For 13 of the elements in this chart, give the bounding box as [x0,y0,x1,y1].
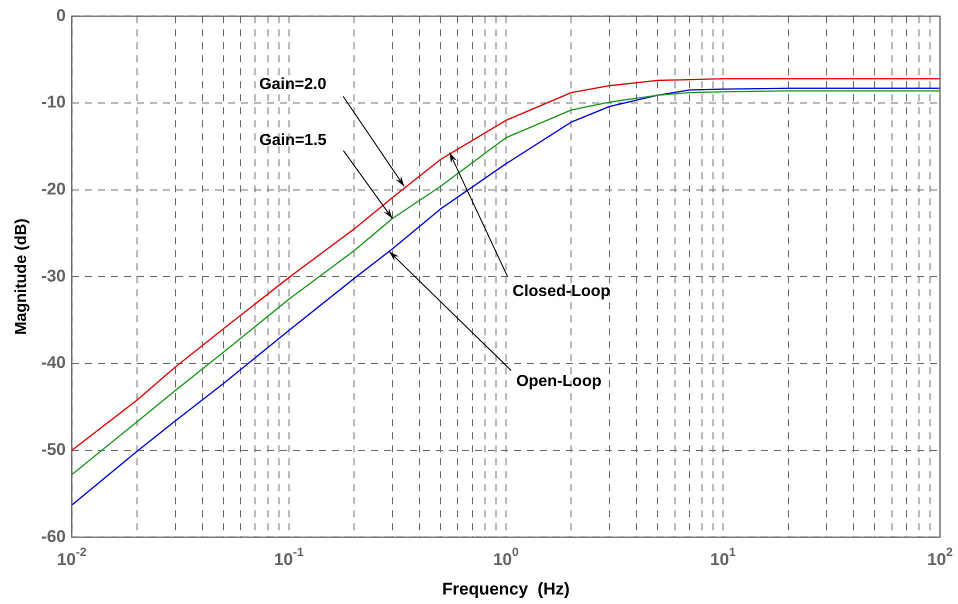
y-tick-label: -40 [41,353,66,372]
y-axis-title: Magnitude (dB) [13,218,30,335]
annotation: Gain=1.5 [259,132,327,149]
y-tick-label: -50 [41,440,66,460]
y-tick-label: -20 [41,180,66,199]
annotation: Gain=2.0 [259,76,326,93]
y-tick-label: -30 [41,266,66,286]
y-tick-label: 0 [56,6,66,25]
annotation: Open-Loop [516,372,602,390]
annotation: Closed-Loop [512,282,611,300]
x-axis-title: Frequency (Hz) [442,579,570,598]
y-tick-label: -10 [41,92,66,112]
y-tick-label: -60 [41,526,66,546]
